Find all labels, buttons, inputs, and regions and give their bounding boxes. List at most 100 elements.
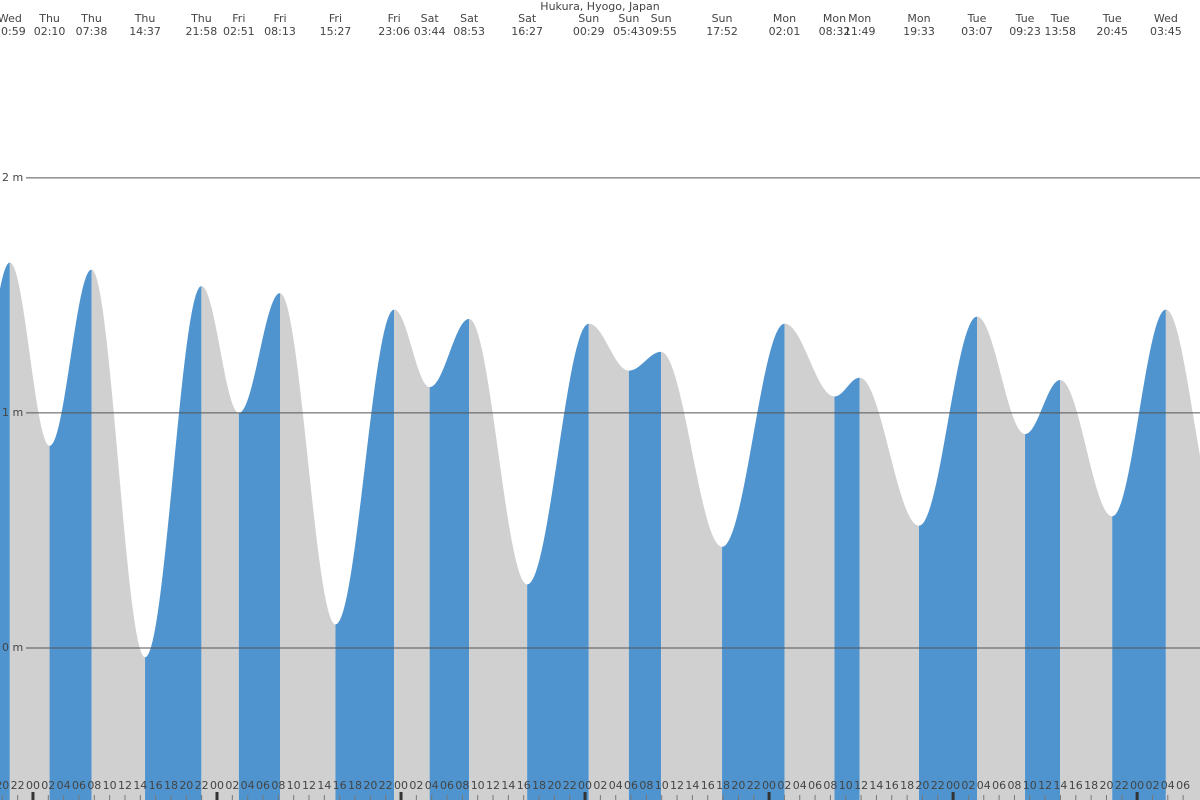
x-tick-label: 18	[532, 779, 546, 792]
tide-area	[588, 323, 629, 800]
tide-area	[1165, 309, 1200, 800]
x-tick-label: 14	[501, 779, 515, 792]
x-tick-label: 02	[777, 779, 791, 792]
extreme-time: 16:27	[511, 25, 543, 38]
x-tick-label: 22	[379, 779, 393, 792]
y-tick-label: 2 m	[2, 171, 23, 184]
tide-area	[335, 309, 395, 800]
tide-area	[429, 318, 470, 800]
x-tick-label: 22	[931, 779, 945, 792]
x-tick-label: 22	[747, 779, 761, 792]
x-tick-label: 00	[210, 779, 224, 792]
extreme-time: 20:45	[1096, 25, 1128, 38]
extreme-time: 13:58	[1044, 25, 1076, 38]
y-tick-label: 1 m	[2, 406, 23, 419]
extreme-day: Mon	[823, 12, 846, 25]
tide-area	[784, 323, 835, 800]
x-tick-label: 10	[103, 779, 117, 792]
x-tick-label: 02	[225, 779, 239, 792]
tide-area	[394, 309, 430, 800]
extreme-day: Sun	[578, 12, 599, 25]
x-tick-label: 22	[1115, 779, 1129, 792]
x-tick-label: 18	[716, 779, 730, 792]
extreme-day: Thu	[38, 12, 60, 25]
x-tick-label: 00	[26, 779, 40, 792]
x-tick-label: 02	[409, 779, 423, 792]
x-tick-label: 14	[869, 779, 883, 792]
x-tick-label: 04	[609, 779, 623, 792]
extreme-day: Sun	[651, 12, 672, 25]
extreme-day: Sun	[712, 12, 733, 25]
x-tick-label: 12	[302, 779, 316, 792]
x-tick-label: 14	[133, 779, 147, 792]
x-tick-label: 02	[593, 779, 607, 792]
x-tick-label: 10	[839, 779, 853, 792]
x-tick-label: 04	[977, 779, 991, 792]
x-tick-label: 16	[1069, 779, 1083, 792]
x-tick-label: 20	[731, 779, 745, 792]
extreme-day: Tue	[967, 12, 987, 25]
x-tick-label: 06	[624, 779, 638, 792]
x-tick-label: 20	[915, 779, 929, 792]
extreme-day: Tue	[1102, 12, 1122, 25]
x-tick-label: 14	[317, 779, 331, 792]
tide-area	[9, 262, 50, 800]
x-tick-label: 08	[271, 779, 285, 792]
tide-area	[661, 351, 723, 800]
x-tick-label: 04	[241, 779, 255, 792]
extreme-day: Tue	[1050, 12, 1070, 25]
x-tick-label: 12	[1038, 779, 1052, 792]
x-tick-label: 18	[900, 779, 914, 792]
extreme-time: 20:59	[0, 25, 26, 38]
extreme-time: 07:38	[76, 25, 108, 38]
x-tick-label: 20	[363, 779, 377, 792]
tide-area	[91, 269, 146, 800]
tide-area	[628, 351, 662, 800]
x-tick-label: 10	[1023, 779, 1037, 792]
x-tick-label: 10	[655, 779, 669, 792]
extreme-time: 02:10	[34, 25, 66, 38]
x-tick-label: 16	[701, 779, 715, 792]
extreme-time: 03:07	[961, 25, 993, 38]
x-tick-label: 12	[854, 779, 868, 792]
extreme-day: Fri	[232, 12, 245, 25]
tide-area	[918, 316, 977, 800]
tide-area	[201, 286, 239, 800]
extreme-time: 23:06	[378, 25, 410, 38]
extreme-day: Sat	[518, 12, 537, 25]
extreme-time: 02:01	[769, 25, 801, 38]
extreme-time: 09:55	[645, 25, 677, 38]
x-tick-label: 16	[517, 779, 531, 792]
x-tick-label: 16	[333, 779, 347, 792]
x-tick-label: 00	[1130, 779, 1144, 792]
extreme-time: 03:44	[414, 25, 446, 38]
extreme-time: 08:53	[453, 25, 485, 38]
extreme-time: 08:13	[264, 25, 296, 38]
x-tick-label: 06	[1176, 779, 1190, 792]
x-tick-label: 00	[394, 779, 408, 792]
tide-area	[976, 316, 1026, 800]
x-tick-label: 04	[57, 779, 71, 792]
x-tick-label: 12	[118, 779, 132, 792]
extreme-day: Fri	[329, 12, 342, 25]
extreme-time: 05:43	[613, 25, 645, 38]
x-tick-label: 14	[1053, 779, 1067, 792]
x-tick-label: 06	[808, 779, 822, 792]
x-tick-label: 08	[1007, 779, 1021, 792]
extreme-time: 00:29	[573, 25, 605, 38]
tide-area	[859, 377, 919, 800]
x-tick-label: 04	[1161, 779, 1175, 792]
extreme-time: 09:23	[1009, 25, 1041, 38]
tide-area	[1025, 380, 1061, 800]
x-tick-label: 04	[793, 779, 807, 792]
x-tick-label: 04	[425, 779, 439, 792]
x-tick-label: 22	[11, 779, 25, 792]
x-tick-label: 12	[486, 779, 500, 792]
extreme-time: 03:45	[1150, 25, 1182, 38]
x-tick-label: 10	[471, 779, 485, 792]
x-tick-label: 20	[0, 779, 9, 792]
tide-area	[145, 286, 202, 800]
x-tick-label: 00	[578, 779, 592, 792]
extreme-time: 02:51	[223, 25, 255, 38]
